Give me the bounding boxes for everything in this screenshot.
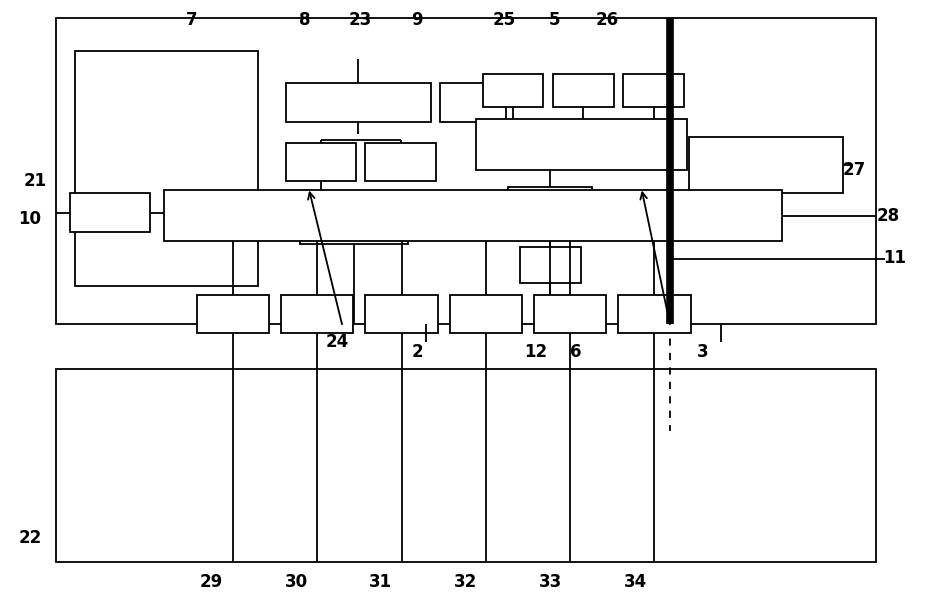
Bar [482,74,543,107]
Text: 2: 2 [411,343,422,361]
Text: 31: 31 [369,573,391,591]
Text: 24: 24 [326,333,348,351]
Text: 32: 32 [454,573,476,591]
Bar [56,18,875,324]
Text: 28: 28 [876,207,899,225]
Text: 7: 7 [186,11,197,29]
Bar [164,190,782,241]
Text: 3: 3 [696,343,708,361]
Bar [449,295,521,333]
Bar [440,83,505,122]
Bar [622,74,683,107]
Text: 26: 26 [595,11,618,29]
Bar [285,83,431,122]
Bar [519,247,580,283]
Bar [365,295,437,333]
Text: 33: 33 [538,573,561,591]
Text: 5: 5 [548,11,560,29]
Bar [507,187,592,232]
Bar [70,193,150,232]
Text: 12: 12 [524,343,547,361]
Bar [300,208,407,244]
Text: 10: 10 [19,210,41,228]
Bar [365,143,435,181]
Bar [534,295,606,333]
Text: 8: 8 [299,11,310,29]
Text: 34: 34 [623,573,646,591]
Bar [688,137,842,193]
Text: 25: 25 [492,11,515,29]
Bar [552,74,613,107]
Bar [56,369,875,562]
Text: 9: 9 [411,11,422,29]
Text: 30: 30 [285,573,307,591]
Bar [197,295,269,333]
Bar [618,295,690,333]
Bar [285,143,356,181]
Text: 27: 27 [842,161,865,178]
Text: 22: 22 [19,530,41,547]
Text: 6: 6 [569,343,580,361]
Bar [75,51,257,286]
Text: 11: 11 [883,249,905,267]
Text: 29: 29 [199,573,222,591]
Text: 23: 23 [349,11,372,29]
Text: 21: 21 [24,173,47,190]
Bar [281,295,353,333]
Bar [475,119,686,170]
